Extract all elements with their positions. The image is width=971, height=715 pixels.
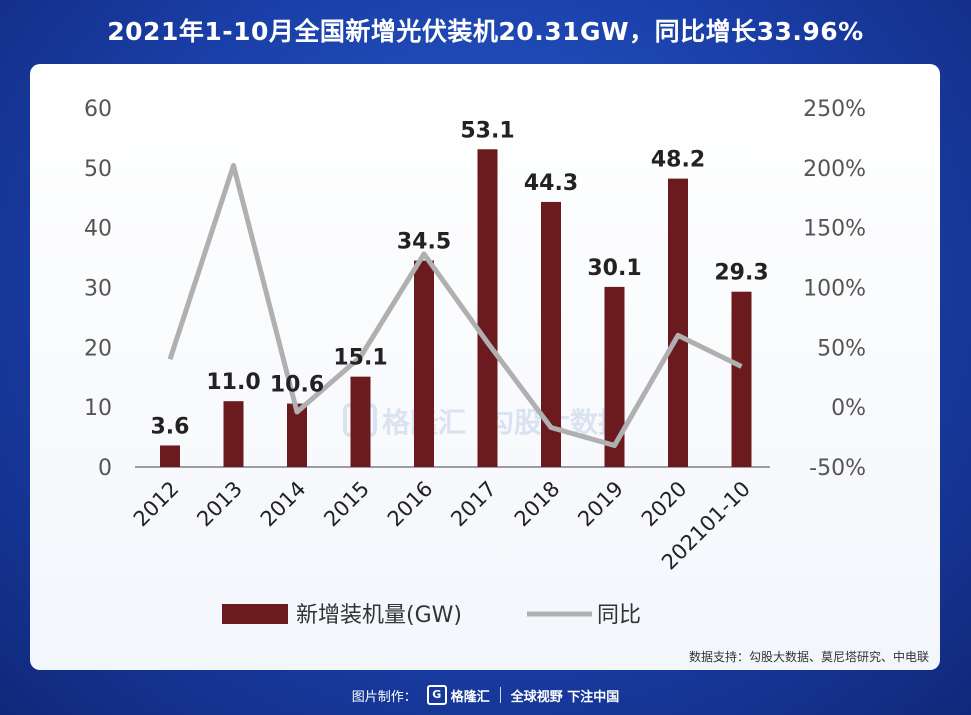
category-label: 2017 (446, 477, 501, 532)
right-tick-label: 50% (817, 336, 866, 361)
category-label: 2016 (383, 477, 438, 532)
footer-brand-name: 格隆汇 (450, 689, 490, 705)
bar (223, 401, 244, 467)
bar (477, 149, 498, 467)
footer-made-by: 图片制作： (351, 689, 417, 705)
category-label: 2020 (637, 477, 692, 532)
category-label: 2013 (192, 477, 247, 532)
category-label: 2015 (319, 477, 374, 532)
legend-line-label: 同比 (597, 603, 641, 628)
bar (668, 178, 688, 467)
bar (160, 445, 180, 467)
right-tick-label: 200% (803, 157, 866, 182)
bar-value-label: 10.6 (270, 373, 324, 398)
footer: 图片制作： G 格隆汇 全球视野 下注中国 (0, 684, 971, 706)
bar (731, 291, 752, 467)
right-tick-label: 150% (803, 217, 866, 242)
bar-value-label: 15.1 (333, 346, 387, 371)
bar (287, 403, 307, 467)
right-tick-label: 250% (803, 97, 866, 122)
category-label: 2014 (256, 477, 311, 532)
right-tick-label: 100% (803, 277, 866, 302)
left-axis-ticks: 0 10 20 30 40 50 60 (84, 97, 112, 481)
left-tick-label: 60 (84, 97, 112, 122)
left-tick-label: 40 (84, 217, 112, 242)
source-note: 数据支持：勾股大数据、莫尼塔研究、中电联 (689, 649, 929, 664)
bar-value-label: 34.5 (397, 230, 451, 255)
bar-series (160, 149, 752, 467)
yoy-line (167, 162, 743, 448)
brand-logo-icon: G (426, 685, 447, 705)
bar-value-label: 44.3 (524, 171, 578, 196)
bar (541, 201, 561, 467)
bar (414, 260, 434, 467)
bar-value-label: 53.1 (460, 118, 514, 143)
bar-value-label: 30.1 (587, 256, 641, 281)
bar-value-label: 29.3 (714, 261, 768, 286)
footer-brand: G 格隆汇 (426, 685, 490, 705)
footer-divider (499, 687, 501, 703)
bar-value-label: 11.0 (206, 370, 260, 395)
legend-bar-swatch (222, 604, 288, 624)
left-tick-label: 20 (84, 336, 112, 361)
bar-value-label: 3.6 (151, 414, 190, 439)
right-tick-label: -50% (809, 456, 866, 481)
category-labels: 2012 2013 2014 2015 2016 2017 2018 2019 20202021… (129, 477, 755, 575)
left-tick-label: 50 (84, 157, 112, 182)
bar-value-label: 48.2 (651, 148, 705, 173)
bar (604, 286, 625, 467)
page-title: 2021年1-10月全国新增光伏装机20.31GW，同比增长33.96% (107, 17, 864, 46)
bar (350, 376, 371, 467)
right-tick-label: 0% (831, 396, 866, 421)
category-label: 2018 (510, 477, 565, 532)
left-tick-label: 10 (84, 396, 112, 421)
legend-bar-label: 新增装机量(GW) (296, 603, 462, 628)
category-label: 2019 (573, 477, 628, 532)
left-tick-label: 30 (84, 277, 112, 302)
legend: 新增装机量(GW) 同比 (222, 603, 641, 628)
footer-slogan: 全球视野 下注中国 (510, 689, 620, 705)
bar-value-labels: 3.6 11.0 10.6 15.1 34.5 53.1 44.3 30.1 48.2 29.3 (151, 118, 769, 439)
right-axis-ticks: -50% 0% 50% 100% 150% 200% 250% (803, 97, 866, 481)
left-tick-label: 0 (98, 456, 112, 481)
category-label: 2012 (129, 477, 184, 532)
